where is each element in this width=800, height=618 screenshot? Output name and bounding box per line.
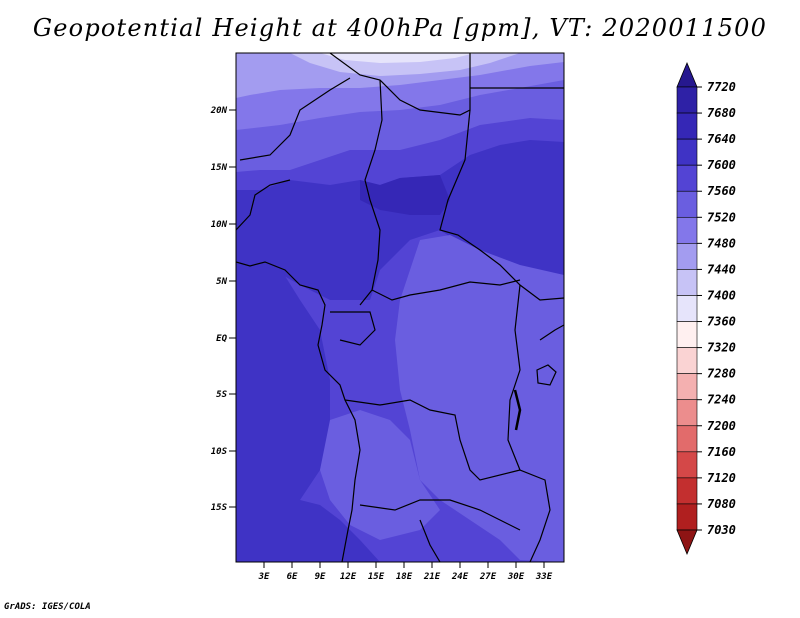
field-band-7600-south — [300, 500, 380, 562]
border-car — [371, 279, 521, 301]
colorbar-label: 7560 — [707, 184, 736, 198]
lon-label-33e: 33E — [535, 572, 553, 582]
colorbar: 7720 7680 7640 7600 7560 7520 7480 7440 7400 7360… — [676, 61, 736, 556]
colorbar-segments — [676, 61, 698, 556]
colorbar-label: 7360 — [707, 315, 736, 329]
lon-label-12e: 12E — [340, 572, 357, 582]
field-band-7600-west — [236, 265, 330, 562]
border-botswana — [419, 519, 441, 562]
lon-label-6e: 6E — [287, 572, 298, 582]
colorbar-segment — [676, 477, 698, 505]
colorbar-segment — [676, 425, 698, 453]
field-band-7640 — [360, 175, 450, 215]
colorbar-segment — [676, 269, 698, 296]
lon-label-9e: 9E — [315, 572, 326, 582]
lat-label-5s: 5S — [216, 390, 227, 400]
colorbar-segment — [676, 138, 698, 166]
colorbar-label: 7200 — [707, 419, 736, 433]
north-borders — [329, 53, 471, 116]
colorbar-segment — [676, 503, 698, 531]
latitude-axis: 20N 15N 10N 5N EQ 5S 10S 15S — [210, 106, 236, 513]
border-east-lakes — [507, 284, 551, 562]
border-sudan — [439, 109, 564, 301]
lat-label-10n: 10N — [211, 220, 228, 230]
lon-label-18e: 18E — [396, 572, 413, 582]
map-title: Geopotential Height at 400hPa [gpm], VT:… — [32, 14, 768, 42]
colorbar-segment — [676, 243, 698, 270]
lon-label-30e: 30E — [507, 572, 525, 582]
colorbar-label: 7240 — [707, 393, 736, 407]
field-band-7600-central — [236, 140, 564, 300]
colorbar-bottom-triangle — [676, 529, 698, 556]
border-drc-angola — [344, 399, 521, 481]
lat-label-15n: 15N — [211, 163, 228, 173]
colorbar-label: 7120 — [707, 471, 736, 485]
colorbar-labels: 7720 7680 7640 7600 7560 7520 7480 7440 7400 7360… — [707, 80, 736, 537]
field-band-7520-south — [320, 410, 440, 540]
lat-label-5n: 5N — [216, 277, 227, 287]
lon-label-15e: 15E — [368, 572, 385, 582]
map-frame — [235, 52, 565, 563]
lat-label-20n: 20N — [210, 106, 228, 116]
lon-label-24e: 24E — [451, 572, 469, 582]
colorbar-segment — [676, 86, 698, 114]
lat-label-15s: 15S — [211, 503, 228, 513]
west-coast-border — [236, 179, 291, 231]
lon-label-27e: 27E — [479, 572, 497, 582]
colorbar-label: 7600 — [707, 158, 736, 172]
lat-label-eq: EQ — [216, 334, 227, 344]
colorbar-segment — [676, 399, 698, 427]
colorbar-label: 7640 — [707, 132, 736, 146]
colorbar-segment — [676, 190, 698, 218]
colorbar-label: 7280 — [707, 367, 736, 381]
field-band-7520-east — [395, 235, 564, 562]
colorbar-segment — [676, 216, 698, 244]
colorbar-label: 7320 — [707, 341, 736, 355]
lake-victoria — [536, 364, 557, 386]
border-gabon — [330, 311, 376, 346]
coastlines-and-borders — [236, 53, 564, 562]
grads-credit: GrADS: IGES/COLA — [4, 602, 91, 612]
border-niger-chad — [359, 79, 383, 306]
height-field — [236, 53, 564, 562]
colorbar-label: 7520 — [707, 210, 736, 224]
colorbar-segment — [676, 295, 698, 322]
colorbar-ticks — [697, 86, 702, 531]
colorbar-segment — [676, 112, 698, 140]
lat-label-10s: 10S — [211, 447, 228, 457]
colorbar-label: 7440 — [707, 262, 736, 276]
colorbar-label: 7400 — [707, 288, 736, 302]
colorbar-label: 7160 — [707, 445, 736, 459]
colorbar-segment — [676, 451, 698, 479]
colorbar-segment — [676, 373, 698, 401]
colorbar-top-triangle — [676, 61, 698, 88]
colorbar-segment — [676, 347, 698, 374]
sahel-border-west — [239, 77, 351, 161]
lake-tanganyika — [513, 389, 522, 431]
longitude-axis: 3E 6E 9E 12E 15E 18E 21E 24E 27E 30E 33E — [258, 562, 553, 582]
lon-label-21e: 21E — [423, 572, 441, 582]
border-kenya — [539, 324, 564, 341]
border-namibia — [359, 499, 521, 531]
colorbar-segment — [676, 321, 698, 348]
colorbar-segment — [676, 164, 698, 192]
colorbar-label: 7030 — [707, 523, 736, 537]
colorbar-label: 7080 — [707, 497, 736, 511]
colorbar-label: 7680 — [707, 106, 736, 120]
field-band-7360 — [320, 53, 475, 63]
colorbar-label: 7720 — [707, 80, 736, 94]
lon-label-3e: 3E — [258, 572, 270, 582]
colorbar-label: 7480 — [707, 236, 736, 250]
atlantic-coastline — [236, 261, 361, 562]
